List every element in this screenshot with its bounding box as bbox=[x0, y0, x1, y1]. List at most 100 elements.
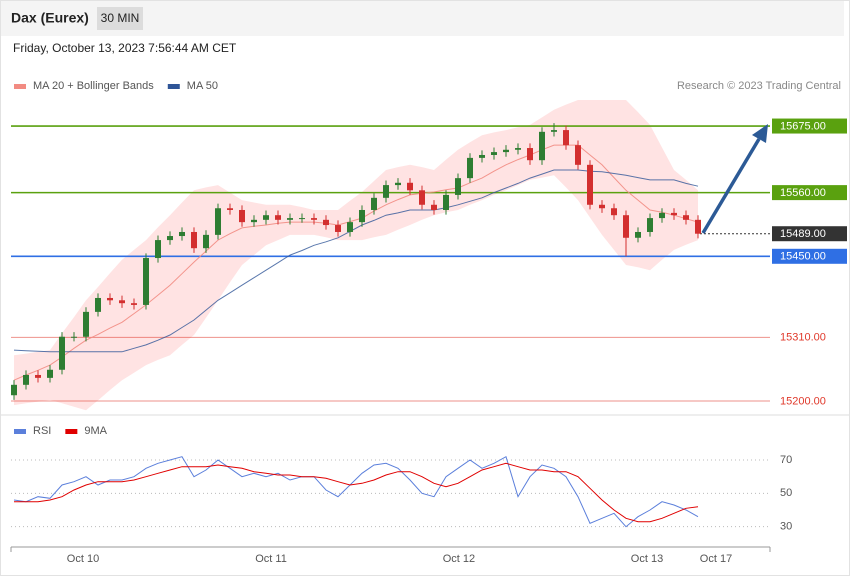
candle-body bbox=[515, 148, 521, 150]
series-line bbox=[14, 462, 699, 523]
level-label: 15310.00 bbox=[780, 332, 826, 344]
legend-swatch bbox=[14, 84, 26, 89]
candle-body bbox=[455, 178, 461, 195]
candle-body bbox=[527, 148, 533, 161]
x-tick-label: Oct 12 bbox=[443, 553, 475, 565]
candle-body bbox=[371, 197, 377, 210]
candle-body bbox=[59, 336, 65, 370]
candle-body bbox=[551, 130, 557, 132]
candle-body bbox=[635, 231, 641, 238]
candle-body bbox=[491, 152, 497, 155]
candle-body bbox=[275, 215, 281, 220]
candle-body bbox=[131, 303, 137, 305]
candle-body bbox=[587, 164, 593, 205]
timestamp: Friday, October 13, 2023 7:56:44 AM CET bbox=[13, 41, 237, 55]
forecast-arrow bbox=[701, 124, 768, 234]
candle-body bbox=[47, 369, 53, 378]
level-label: 15200.00 bbox=[780, 395, 826, 407]
legend-swatch bbox=[167, 84, 180, 89]
x-tick-label: Oct 13 bbox=[631, 553, 663, 565]
candle-body bbox=[167, 236, 173, 241]
candle-body bbox=[83, 311, 89, 337]
interval-box bbox=[97, 7, 143, 30]
candle-body bbox=[647, 218, 653, 232]
candle-body bbox=[599, 204, 605, 209]
candle-body bbox=[407, 182, 413, 191]
instrument-title: Dax (Eurex) bbox=[11, 10, 89, 26]
level-label: 15675.00 bbox=[780, 120, 826, 132]
candle-body bbox=[95, 297, 101, 312]
candle-body bbox=[11, 384, 17, 396]
candle-body bbox=[227, 208, 233, 210]
candle-body bbox=[323, 219, 329, 226]
candle-body bbox=[419, 190, 425, 205]
candle-body bbox=[431, 204, 437, 210]
candle-body bbox=[479, 154, 485, 158]
legend-label: MA 20 + Bollinger Bands bbox=[33, 80, 154, 92]
candle-body bbox=[143, 258, 149, 305]
candle-body bbox=[359, 209, 365, 223]
candle-body bbox=[179, 231, 185, 237]
candle-body bbox=[395, 182, 401, 186]
bollinger-band bbox=[14, 100, 698, 411]
level-label-box bbox=[772, 248, 847, 264]
candle-body bbox=[107, 297, 113, 301]
candle-body bbox=[671, 212, 677, 216]
candle-body bbox=[155, 240, 161, 259]
candle-body bbox=[623, 215, 629, 238]
ma-line bbox=[13, 169, 699, 353]
candle-body bbox=[383, 185, 389, 198]
y-tick-label: 70 bbox=[780, 454, 792, 466]
candle-body bbox=[251, 219, 257, 223]
ma-line bbox=[13, 144, 699, 381]
level-label-box bbox=[772, 226, 847, 242]
candle-body bbox=[683, 215, 689, 220]
legend-swatch bbox=[14, 429, 26, 434]
candle-body bbox=[659, 212, 665, 219]
candle-body bbox=[539, 131, 545, 161]
candle-body bbox=[35, 374, 41, 378]
level-label: 15489.00 bbox=[780, 228, 826, 240]
y-tick-label: 30 bbox=[780, 521, 792, 533]
series-line bbox=[13, 455, 699, 528]
candle-body bbox=[287, 218, 293, 220]
candle-body bbox=[503, 149, 509, 153]
arrow-shaft bbox=[701, 138, 761, 234]
candle-body bbox=[191, 231, 197, 249]
level-label: 15560.00 bbox=[780, 187, 826, 199]
candle-body bbox=[575, 145, 581, 165]
legend-swatch bbox=[65, 429, 78, 434]
candle-body bbox=[23, 374, 29, 385]
candle-body bbox=[311, 218, 317, 220]
copyright-note: Research © 2023 Trading Central bbox=[677, 80, 841, 92]
x-tick-label: Oct 17 bbox=[700, 553, 732, 565]
level-label: 15450.00 bbox=[780, 251, 826, 263]
legend-label: MA 50 bbox=[187, 80, 218, 92]
candle-body bbox=[467, 157, 473, 179]
candle-body bbox=[239, 209, 245, 223]
candle-body bbox=[335, 225, 341, 232]
candle-body bbox=[263, 215, 269, 220]
level-label-box bbox=[772, 185, 847, 201]
candle-body bbox=[611, 208, 617, 216]
x-tick-label: Oct 10 bbox=[67, 553, 99, 565]
candle-body bbox=[119, 300, 125, 304]
legend-label: 9MA bbox=[84, 425, 107, 437]
legend-label: RSI bbox=[33, 425, 51, 437]
x-tick-label: Oct 11 bbox=[255, 553, 287, 565]
candle-body bbox=[299, 218, 305, 220]
candle-body bbox=[347, 222, 353, 232]
interval: 30 MIN bbox=[101, 11, 140, 25]
candle-body bbox=[443, 194, 449, 210]
candle-body bbox=[215, 208, 221, 235]
candle-body bbox=[563, 130, 569, 146]
arrow-head bbox=[752, 124, 768, 143]
candle-body bbox=[71, 336, 77, 338]
candle-body bbox=[695, 219, 701, 234]
candle-body bbox=[203, 234, 209, 249]
level-label-box bbox=[772, 118, 847, 134]
plot-layer: 15675.00 15560.00 15489.00 15450.00 15310.00… bbox=[11, 80, 847, 565]
y-tick-label: 50 bbox=[780, 487, 792, 499]
